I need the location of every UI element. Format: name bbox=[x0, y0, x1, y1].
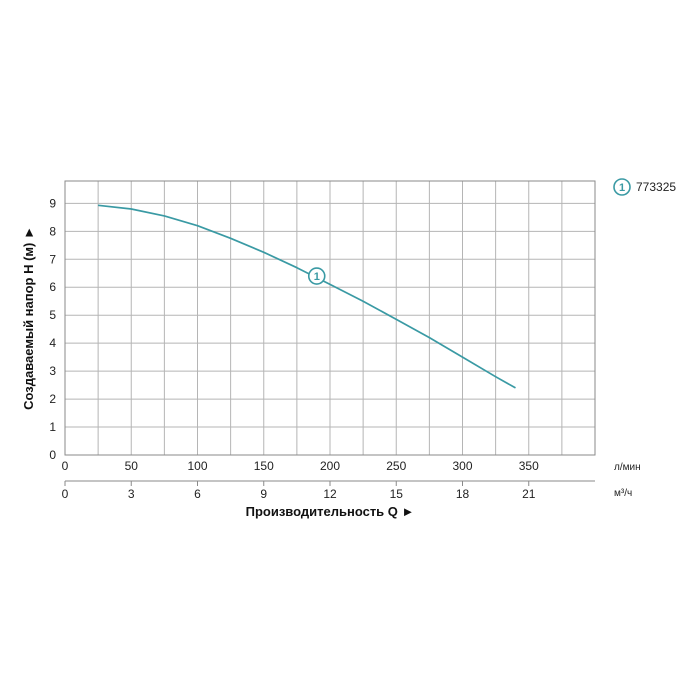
x-tick-label-m3h: 15 bbox=[390, 487, 404, 501]
data-point bbox=[164, 215, 165, 216]
curve-marker-label: 1 bbox=[314, 271, 320, 283]
data-point bbox=[197, 225, 198, 226]
x-tick-label-lpm: 50 bbox=[125, 459, 139, 473]
y-tick-label: 1 bbox=[49, 420, 56, 434]
x-tick-label-m3h: 18 bbox=[456, 487, 470, 501]
legend-marker bbox=[613, 178, 631, 196]
data-point bbox=[230, 238, 231, 239]
data-point bbox=[329, 284, 330, 285]
y-tick-label: 5 bbox=[49, 308, 56, 322]
y-axis-title: Создаваемый напор H (м) ► bbox=[21, 226, 36, 410]
data-point bbox=[296, 267, 297, 268]
legend-marker-label: 1 bbox=[619, 182, 625, 194]
data-point bbox=[396, 319, 397, 320]
y-tick-label: 3 bbox=[49, 364, 56, 378]
x-tick-label-lpm: 350 bbox=[519, 459, 539, 473]
legend-series-name: 773325 bbox=[636, 180, 676, 194]
x-tick-label-lpm: 300 bbox=[452, 459, 472, 473]
x-tick-label-m3h: 12 bbox=[323, 487, 337, 501]
legend: 1 773325 bbox=[613, 178, 676, 196]
data-point bbox=[515, 387, 516, 388]
x-tick-label-lpm: 250 bbox=[386, 459, 406, 473]
data-point bbox=[263, 252, 264, 253]
y-tick-label: 6 bbox=[49, 280, 56, 294]
m3h-unit-label: м³/ч bbox=[614, 488, 632, 499]
y-tick-label: 9 bbox=[49, 196, 56, 210]
x-tick-label-m3h: 3 bbox=[128, 487, 135, 501]
data-point bbox=[462, 357, 463, 358]
curve-marker bbox=[307, 267, 326, 285]
x-tick-labels-m3h: 0 3 6 9 12 15 18 21 bbox=[62, 481, 536, 501]
data-point bbox=[98, 205, 99, 206]
y-tick-label: 2 bbox=[49, 392, 56, 406]
x-tick-label-m3h: 0 bbox=[62, 487, 69, 501]
x-tick-label-lpm: 0 bbox=[62, 459, 69, 473]
data-point bbox=[495, 376, 496, 377]
x-tick-label-m3h: 9 bbox=[260, 487, 267, 501]
y-tick-label: 7 bbox=[49, 252, 56, 266]
y-tick-label: 0 bbox=[49, 448, 56, 462]
x-tick-labels-lpm: 0 50 100 150 200 250 300 350 bbox=[62, 459, 539, 473]
lpm-unit-label: л/мин bbox=[614, 462, 641, 473]
x-tick-label-m3h: 21 bbox=[522, 487, 536, 501]
y-tick-label: 4 bbox=[49, 336, 56, 350]
y-tick-label: 8 bbox=[49, 224, 56, 238]
plot-frame bbox=[64, 180, 596, 456]
x-tick-label-lpm: 150 bbox=[254, 459, 274, 473]
x-axis-title: Производительность Q ► bbox=[246, 504, 415, 519]
x-tick-label-lpm: 100 bbox=[187, 459, 207, 473]
x-tick-label-lpm: 200 bbox=[320, 459, 340, 473]
series-layer: 1 bbox=[98, 204, 516, 389]
y-tick-labels: 0 1 2 3 4 5 6 7 8 9 bbox=[49, 196, 56, 462]
data-point bbox=[363, 301, 364, 302]
grid bbox=[65, 181, 595, 455]
x-tick-label-m3h: 6 bbox=[194, 487, 201, 501]
data-point bbox=[429, 337, 430, 338]
data-point bbox=[131, 208, 132, 209]
series-line-773325 bbox=[98, 204, 516, 389]
